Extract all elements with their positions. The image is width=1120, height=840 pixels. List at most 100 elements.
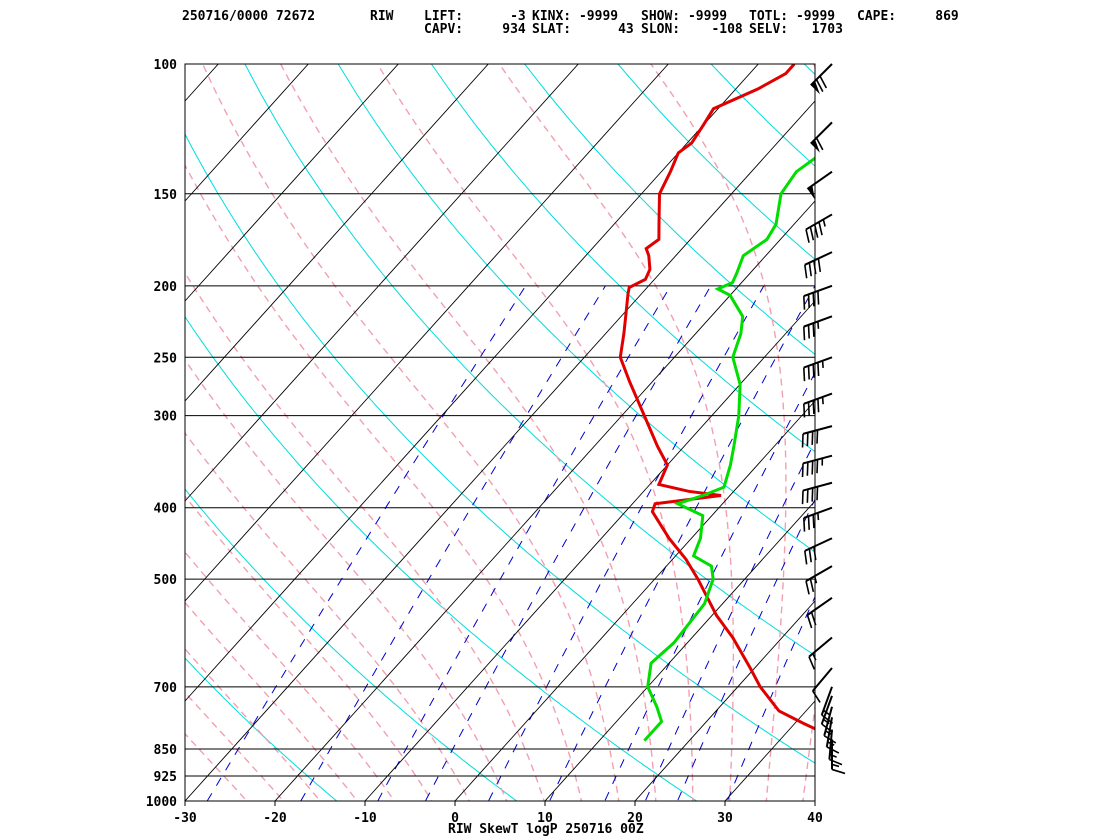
isotherm [185, 64, 309, 202]
dry-adiabat [911, 0, 1120, 817]
isotherm [185, 64, 399, 302]
wind-barb [806, 170, 833, 200]
isotherm [0, 64, 38, 801]
wind-barb [810, 121, 833, 153]
wind-barb [810, 63, 833, 95]
temperature-tick-label: -30 [173, 811, 197, 826]
header-datetime-station: 250716/0000 72672 [182, 9, 316, 24]
moist-adiabat [185, 601, 359, 801]
mixing-ratio-line [300, 285, 606, 801]
pressure-tick-label: 400 [154, 502, 178, 517]
pressure-tick-label: 200 [154, 280, 178, 295]
moist-adiabat [280, 64, 657, 801]
pressure-tick-label: 1000 [146, 795, 177, 810]
pressure-tick-label: 300 [154, 410, 178, 425]
header-cape: CAPE: 869 [857, 9, 959, 24]
dry-adiabat [185, 488, 518, 801]
isotherm [185, 100, 815, 801]
moist-adiabat [498, 64, 735, 801]
background-grid [0, 0, 1120, 817]
temperature-tick-label: 30 [717, 811, 733, 826]
moist-adiabat [376, 64, 694, 801]
moist-adiabat [650, 64, 787, 801]
dry-adiabat [185, 133, 815, 764]
wind-barb [803, 284, 833, 310]
plot-frame [184, 63, 816, 802]
isotherm [544, 500, 815, 801]
wind-barb [801, 481, 833, 505]
temperature-tick-label: 40 [807, 811, 823, 826]
wind-barb [804, 251, 833, 279]
dry-adiabat [803, 64, 815, 75]
header-totl: TOTL: -9999 [749, 9, 836, 24]
mixing-ratio-line [726, 595, 815, 801]
temperature-tick-label: -20 [263, 811, 287, 826]
temperature-tick-label: -10 [353, 811, 377, 826]
wind-barbs [801, 63, 846, 775]
dry-adiabat [185, 315, 698, 801]
header-selv: SELV: 1703 [749, 22, 843, 37]
wind-barb [831, 739, 846, 775]
wind-barb [805, 213, 833, 243]
pressure-tick-label: 150 [154, 188, 178, 203]
header-lift: LIFT: -3 [424, 9, 526, 24]
dry-adiabat [617, 64, 815, 260]
moist-adiabat [185, 495, 433, 801]
dry-adiabat [999, 0, 1120, 817]
dry-adiabat [244, 64, 815, 657]
dry-adiabat [710, 64, 815, 167]
mixing-ratio-line [206, 285, 527, 801]
dry-adiabat [337, 64, 815, 553]
header-capv: CAPV: 934 [424, 22, 526, 37]
wind-barb [805, 565, 833, 595]
wind-barb [801, 425, 833, 448]
sounding-header: 250716/0000 72672 RIW LIFT: -3 KINX: -99… [0, 0, 1120, 40]
temperature-profile [618, 64, 815, 731]
isotherm [185, 64, 219, 102]
moist-adiabat [185, 358, 508, 801]
mixing-ratio-line [424, 285, 712, 801]
wind-barb [803, 315, 833, 341]
moist-adiabat [185, 271, 545, 801]
header-show: SHOW: -9999 [641, 9, 728, 24]
header-slon: SLON: -108 [641, 22, 743, 37]
pressure-tick-label: 700 [154, 681, 178, 696]
pressure-tick-label: 850 [154, 743, 178, 758]
chart-title: RIW SkewT logP 250716 00Z [448, 822, 644, 837]
temperature-tick-label: 20 [627, 811, 643, 826]
moist-adiabat [802, 64, 815, 801]
wind-barb [806, 596, 833, 629]
moist-adiabat [185, 647, 322, 801]
wind-barb [808, 636, 833, 670]
pressure-tick-label: 100 [154, 58, 178, 73]
dry-adiabat [430, 64, 815, 453]
pressure-tick-label: 250 [154, 351, 178, 366]
moist-adiabat [202, 64, 620, 801]
mixing-ratio-line [676, 498, 815, 801]
moist-adiabat [185, 163, 583, 801]
header-station-id: RIW [370, 9, 394, 24]
isotherm [454, 400, 815, 801]
pressure-tick-label: 925 [154, 770, 177, 785]
profiles [618, 64, 815, 742]
moist-adiabat [185, 691, 285, 801]
isotherm [185, 64, 759, 702]
mixing-ratio-line [644, 440, 815, 801]
isotherm [0, 64, 128, 801]
isobars [185, 63, 815, 802]
chart-footer: RIW SkewT logP 250716 00Z [0, 822, 1120, 838]
wind-barb [811, 667, 833, 703]
temperature-tick-label: 0 [451, 811, 459, 826]
pressure-tick-labels: 100 150 200 250 300 400 500 700 850 925 1000 [146, 58, 177, 810]
wind-barb [803, 356, 833, 382]
isotherm [814, 800, 815, 801]
wind-barb [803, 392, 833, 418]
mixing-ratio-line [487, 285, 765, 801]
wind-barb [804, 537, 833, 565]
dry-adiabat [0, 0, 173, 817]
mixing-ratio-line [549, 285, 815, 801]
moist-adiabat [185, 732, 248, 801]
isotherm [364, 300, 815, 801]
dry-adiabat [185, 657, 338, 801]
